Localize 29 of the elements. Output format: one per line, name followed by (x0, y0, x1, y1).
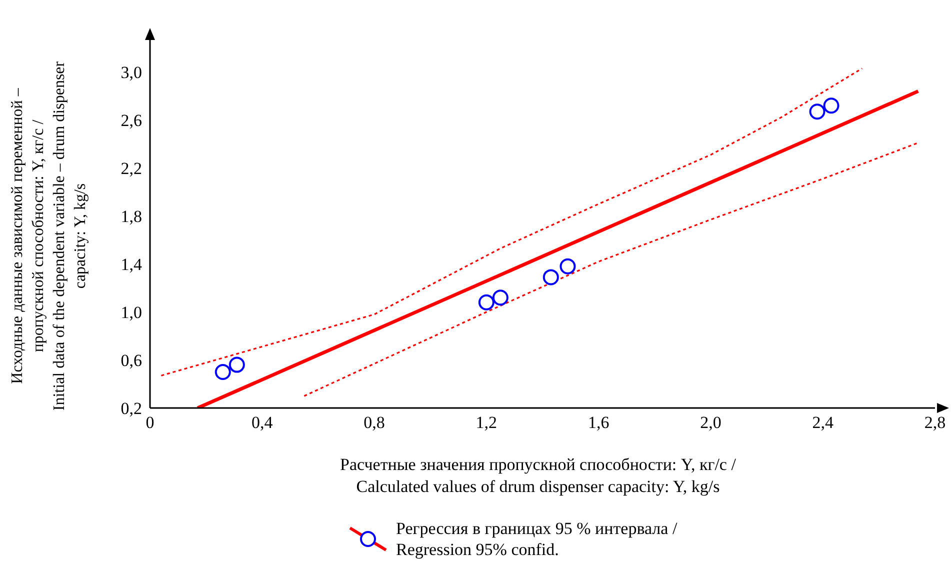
point (492, 290, 508, 306)
line-series (160, 68, 863, 376)
point (809, 104, 826, 120)
y-tick-label: 0,2 (120, 399, 142, 418)
x-tick-label: 2,4 (812, 413, 834, 432)
y-tick-label: 1,0 (120, 303, 142, 322)
y-tick-label: 2,2 (120, 159, 142, 178)
point (823, 98, 840, 114)
x-tick-label: 0,8 (364, 413, 385, 432)
y-tick-label: 3,0 (120, 63, 142, 82)
x-tick-label: 0,4 (252, 413, 274, 432)
x-axis-title: Расчетные значения пропускной способности: Y, кг/с / Calculated values of drum dispenser capacity: Y, kg/s (340, 455, 736, 496)
legend-label: Регрессия в границах 95 % интервала / Regression 95% confid. (396, 519, 678, 559)
y-tick-label: 2,6 (120, 111, 142, 130)
y-axis-title: Исходные данные зависимой переменной – пропускной способности: Y, кг/с / Initial data of the dependent variable – drum dispenser capacity: Y, kg/s (9, 61, 89, 411)
line-series (303, 142, 919, 397)
x-tick-label: 0 (146, 413, 154, 432)
x-tick-label: 2,8 (924, 413, 946, 432)
point (542, 269, 559, 286)
point (560, 258, 576, 274)
y-tick-label: 0,6 (120, 351, 142, 370)
point (478, 294, 494, 310)
point (214, 364, 231, 380)
y-tick-label: 1,8 (120, 207, 142, 226)
x-tick-label: 1,6 (588, 413, 610, 432)
x-tick-label: 2,0 (700, 413, 722, 432)
y-tick-label: 1,4 (120, 255, 142, 274)
point (228, 356, 245, 373)
x-tick-label: 1,2 (476, 413, 498, 432)
